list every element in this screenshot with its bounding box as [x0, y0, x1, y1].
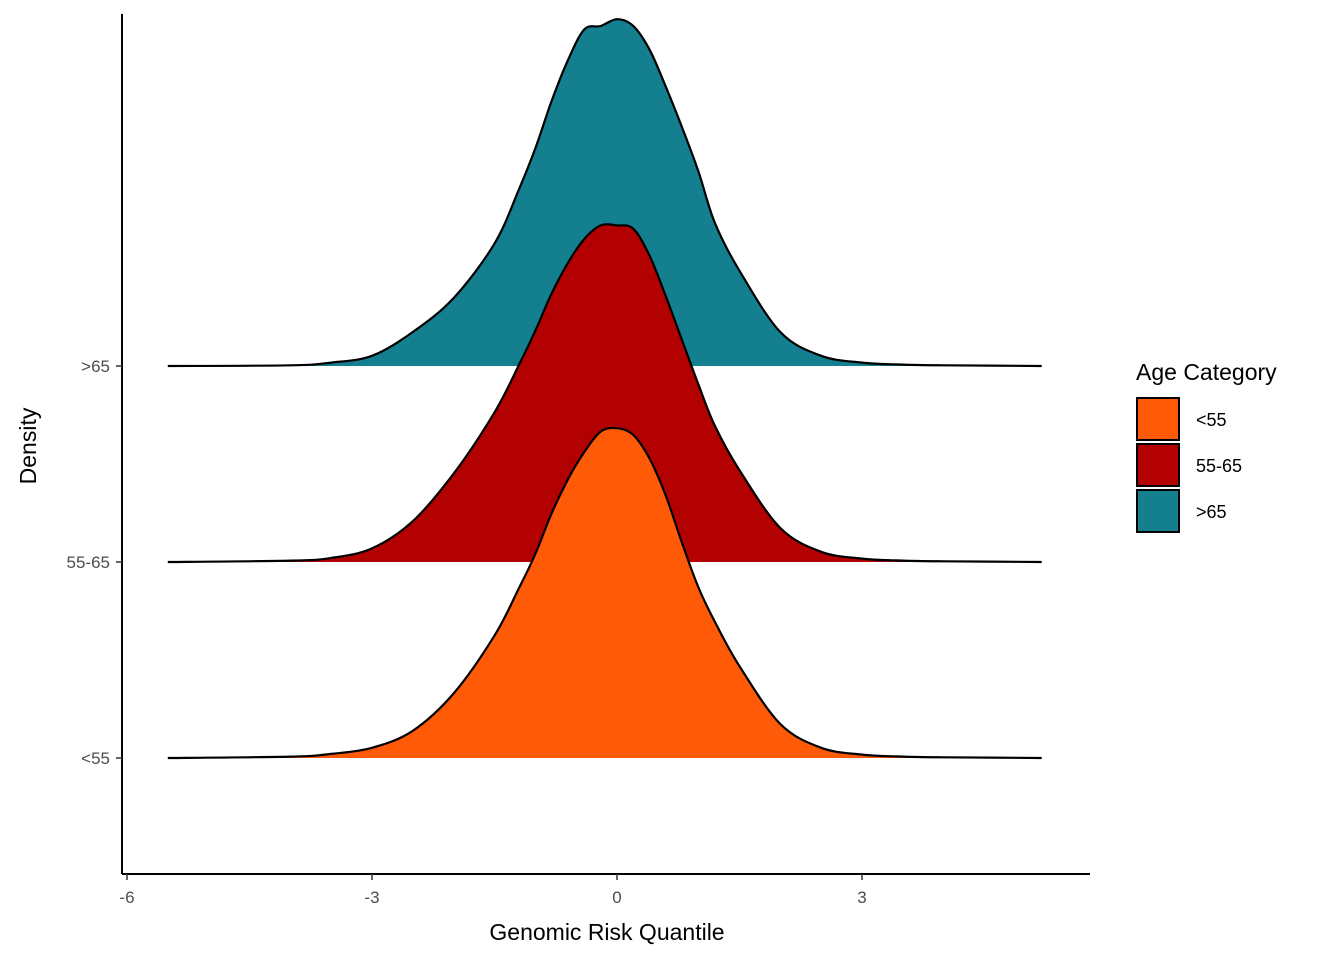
- legend-label: <55: [1196, 410, 1227, 430]
- x-tick-label: -3: [364, 888, 379, 907]
- x-tick-label: 3: [857, 888, 866, 907]
- legend-title: Age Category: [1136, 359, 1277, 385]
- y-tick-label: 55-65: [67, 553, 110, 572]
- y-ticks-group: <55 55-65 >65: [67, 357, 122, 768]
- x-tick-label: 0: [612, 888, 621, 907]
- ridge-outline-55-65: [167, 223, 1042, 564]
- y-tick-label: <55: [81, 749, 110, 768]
- legend-swatch: [1136, 489, 1180, 533]
- x-ticks-group: -6 -3 0 3: [119, 874, 867, 907]
- legend-label: 55-65: [1196, 456, 1242, 476]
- ridge-fill->65: [167, 19, 1042, 366]
- ridge-fill-<55: [167, 427, 1042, 758]
- y-tick-label: >65: [81, 357, 110, 376]
- ridge-outline->65: [167, 18, 1042, 368]
- axes-group: [121, 14, 1090, 875]
- legend: Age Category <55 55-65 >65: [1136, 359, 1277, 533]
- legend-swatch: [1136, 443, 1180, 487]
- legend-swatch: [1136, 397, 1180, 441]
- x-tick-label: -6: [119, 888, 134, 907]
- legend-label: >65: [1196, 502, 1227, 522]
- ridges-group: [167, 18, 1042, 760]
- x-axis-title: Genomic Risk Quantile: [489, 919, 724, 945]
- y-axis-title: Density: [15, 407, 41, 484]
- ridge-fill-55-65: [167, 224, 1042, 562]
- ridge-outline-<55: [167, 426, 1042, 760]
